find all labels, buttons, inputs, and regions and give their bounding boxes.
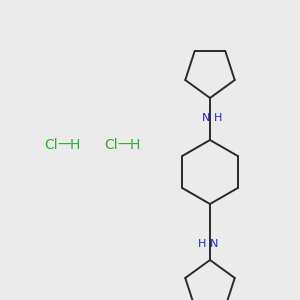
Text: H: H	[70, 138, 80, 152]
Text: —: —	[57, 138, 71, 152]
Text: N: N	[210, 239, 218, 249]
Text: N: N	[202, 113, 210, 123]
Text: Cl: Cl	[104, 138, 118, 152]
Text: H: H	[198, 239, 206, 249]
Text: Cl: Cl	[44, 138, 58, 152]
Text: H: H	[130, 138, 140, 152]
Text: —: —	[117, 138, 131, 152]
Text: H: H	[214, 113, 222, 123]
